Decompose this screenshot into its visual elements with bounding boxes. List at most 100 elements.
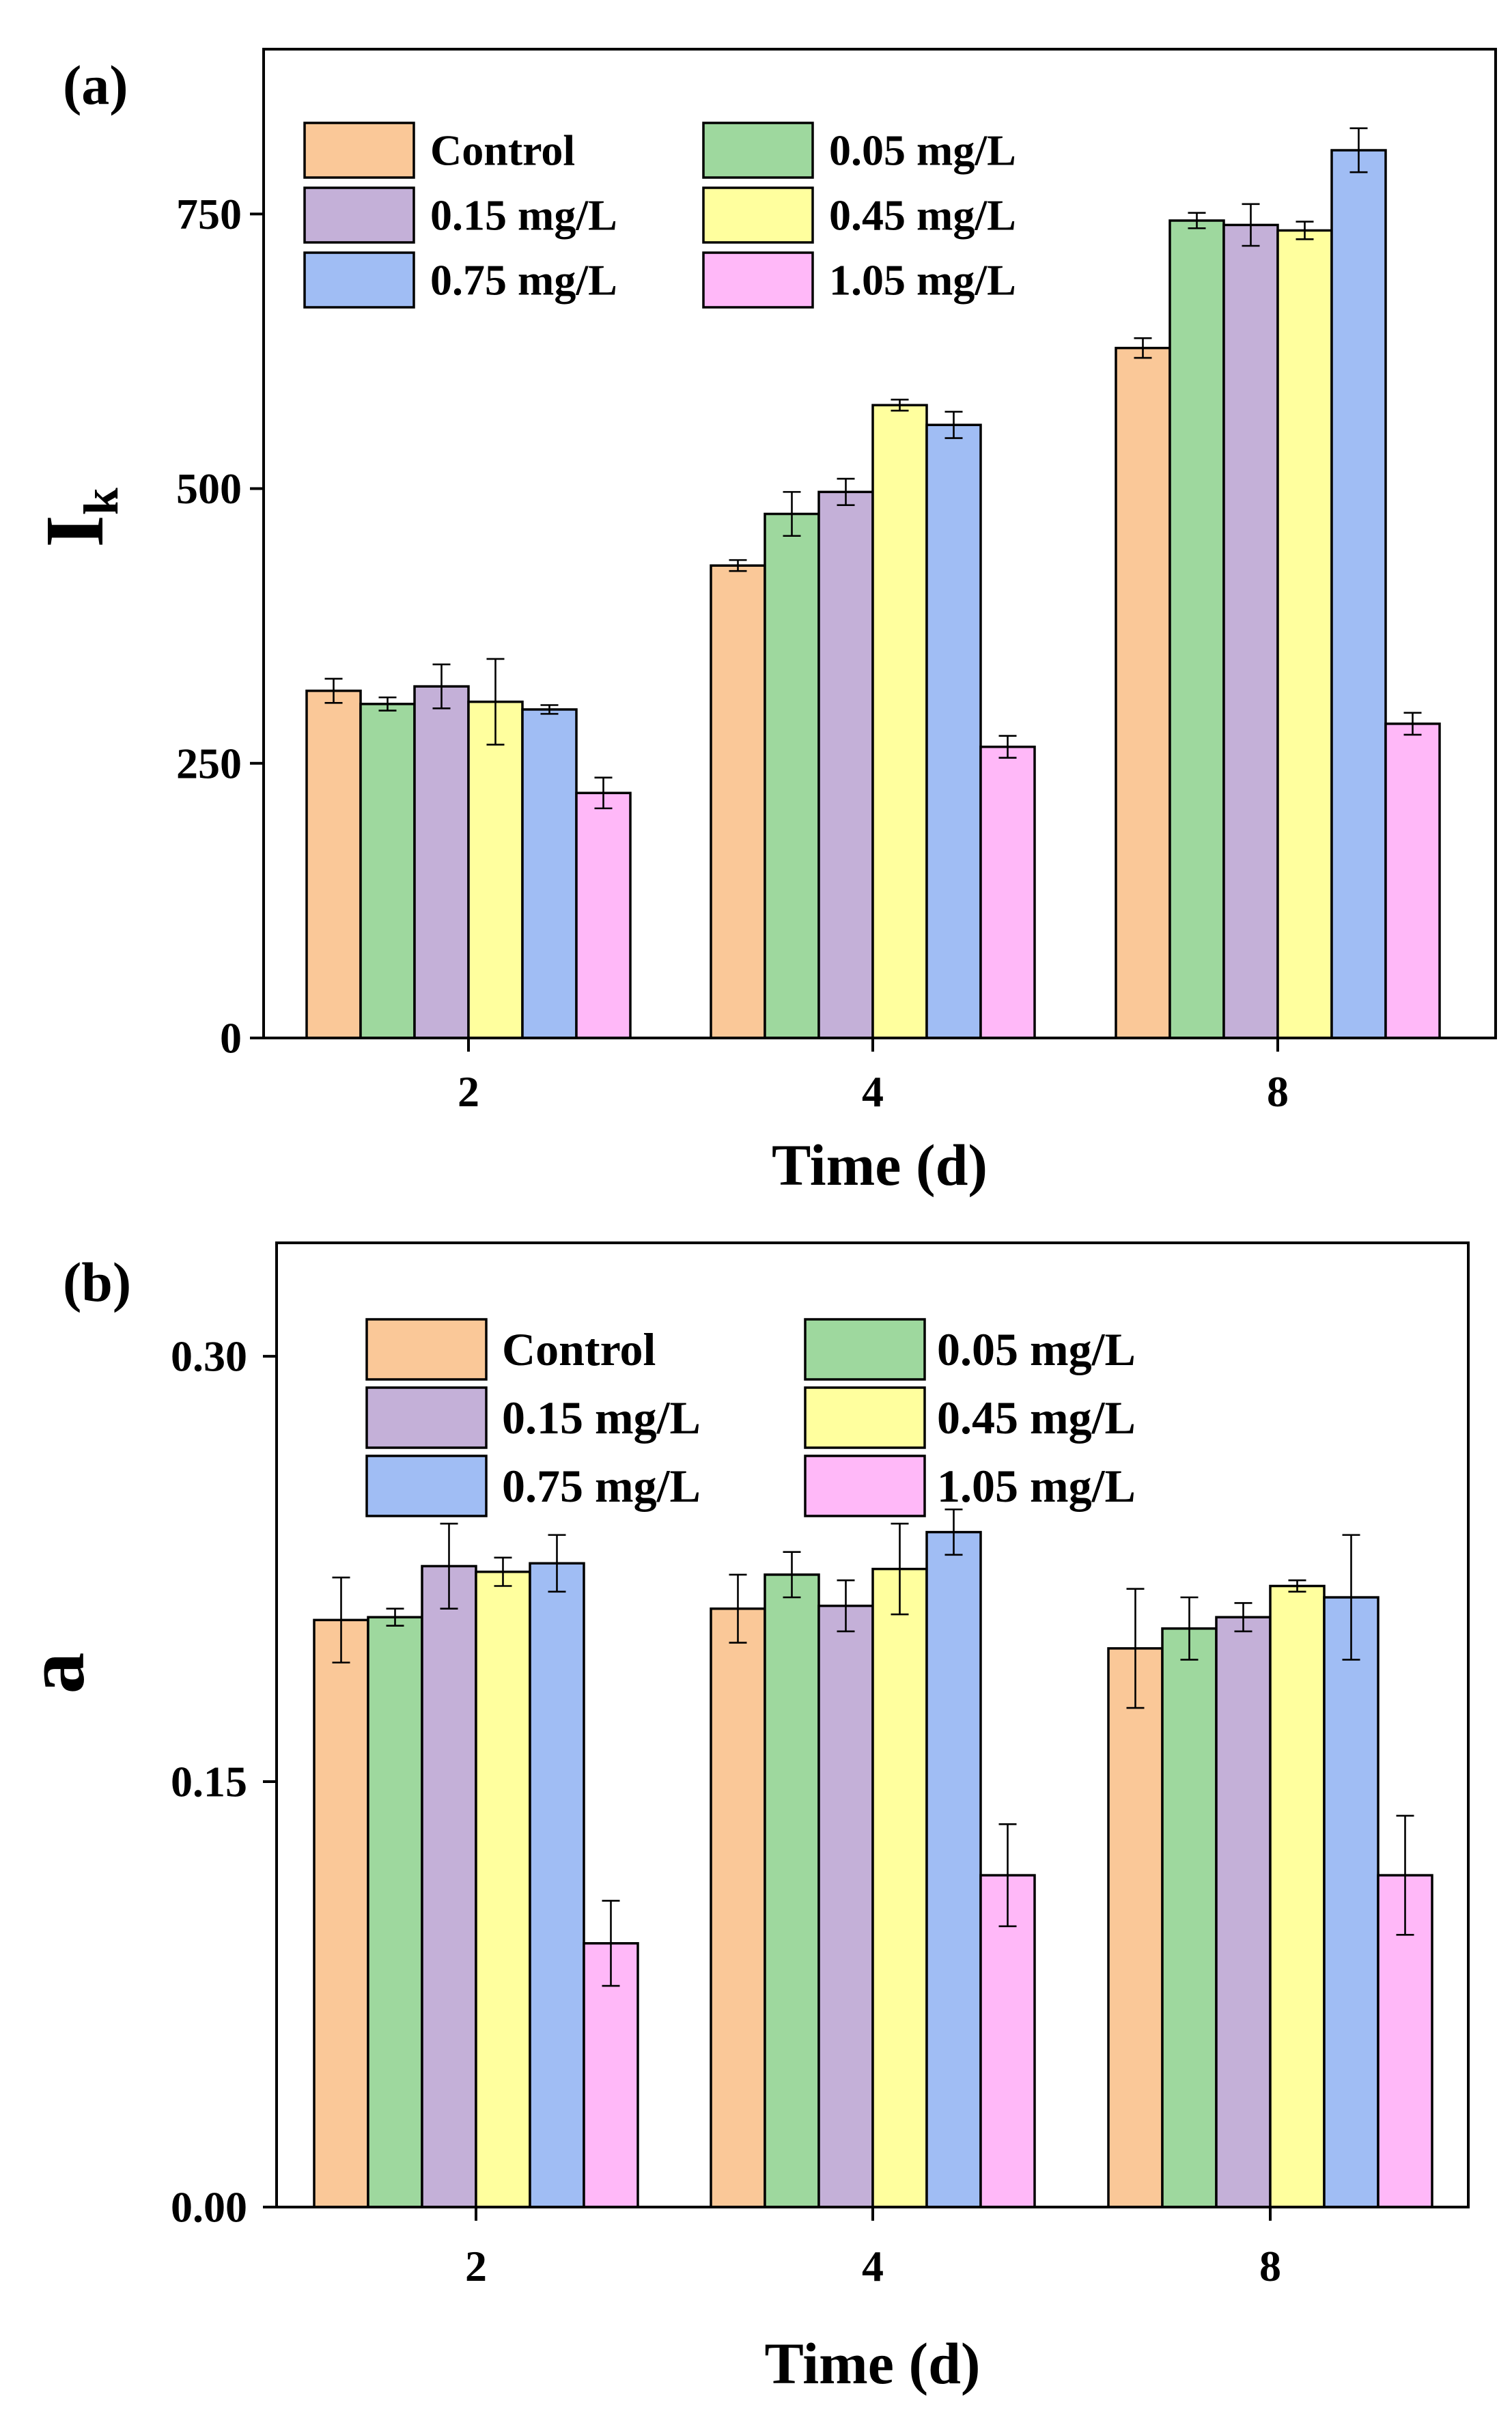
legend-swatch bbox=[365, 1455, 488, 1517]
bar-0-15-mg-l-day-4 bbox=[817, 490, 874, 1039]
error-bar bbox=[1403, 712, 1422, 736]
y-tick-label: 250 bbox=[176, 739, 242, 787]
legend-swatch bbox=[702, 251, 814, 309]
error-bar bbox=[494, 1556, 512, 1587]
bar-0-15-mg-l-day-2 bbox=[421, 1564, 477, 2208]
bar-1-05-mg-l-day-2 bbox=[575, 791, 632, 1039]
y-axis-label-subscript: k bbox=[74, 488, 128, 515]
error-bar bbox=[891, 1522, 909, 1616]
error-bar bbox=[602, 1900, 620, 1987]
bar-1-05-mg-l-day-4 bbox=[979, 1874, 1036, 2208]
error-bar bbox=[386, 1607, 404, 1627]
bar-0-15-mg-l-day-8 bbox=[1222, 223, 1279, 1039]
chart-panel-b: 0.00 0.15 0.30 2 4 8 Time (d) a (b) Control 0.05 m… bbox=[10, 1241, 1470, 2396]
x-tick-label: 4 bbox=[862, 1067, 884, 1116]
bar-0-75-mg-l-day-2 bbox=[529, 1562, 585, 2208]
bar-0-05-mg-l-day-4 bbox=[764, 1573, 820, 2208]
error-bar bbox=[1234, 1602, 1252, 1633]
legend-label: 0.05 mg/L bbox=[829, 126, 1016, 175]
chart-panel-a: 0 250 500 750 2 4 8 Time (d) Ik (a) Control 0.05 mg… bbox=[29, 48, 1497, 1198]
legend-item: 1.05 mg/L bbox=[804, 1455, 1136, 1517]
bar-0-75-mg-l-day-8 bbox=[1323, 1596, 1380, 2208]
legend-label: Control bbox=[430, 126, 575, 175]
bar-0-45-mg-l-day-4 bbox=[871, 404, 928, 1039]
bar-control-day-8 bbox=[1107, 1647, 1164, 2208]
legend-item: 0.05 mg/L bbox=[702, 122, 1016, 179]
bar-0-15-mg-l-day-2 bbox=[413, 685, 470, 1039]
panel-label: (a) bbox=[63, 54, 128, 116]
error-bar bbox=[783, 1551, 801, 1599]
y-tick-label: 500 bbox=[176, 464, 242, 513]
bar-0-05-mg-l-day-8 bbox=[1161, 1627, 1218, 2208]
legend-label: 1.05 mg/L bbox=[937, 1460, 1136, 1512]
error-bar bbox=[729, 1573, 747, 1644]
legend-item: Control bbox=[365, 1318, 656, 1381]
legend: Control 0.05 mg/L 0.15 mg/L 0.45 mg/L 0.75 m… bbox=[365, 1318, 1136, 1517]
bar-0-05-mg-l-day-4 bbox=[764, 512, 820, 1039]
y-tick-label: 0.00 bbox=[171, 2183, 247, 2232]
legend-label: Control bbox=[502, 1323, 656, 1375]
bar-1-05-mg-l-day-8 bbox=[1384, 722, 1441, 1039]
legend-item: Control bbox=[303, 122, 575, 179]
bar-0-75-mg-l-day-4 bbox=[925, 1530, 982, 2208]
y-axis-label: Ik bbox=[29, 488, 128, 548]
error-bar bbox=[729, 559, 747, 572]
x-axis-label: Time (d) bbox=[772, 1132, 988, 1198]
legend: Control 0.05 mg/L 0.15 mg/L 0.45 mg/L 0.75 m… bbox=[303, 122, 1016, 309]
legend-item: 0.45 mg/L bbox=[702, 186, 1016, 244]
legend-swatch bbox=[702, 186, 814, 244]
error-bar bbox=[378, 696, 397, 712]
error-bar bbox=[891, 398, 909, 412]
y-tick-label: 0.15 bbox=[171, 1758, 247, 1806]
legend-item: 0.75 mg/L bbox=[365, 1455, 701, 1517]
bar-0-15-mg-l-day-4 bbox=[817, 1604, 874, 2208]
bar-1-05-mg-l-day-2 bbox=[583, 1942, 639, 2208]
error-bar bbox=[1288, 1579, 1306, 1593]
legend-item: 1.05 mg/L bbox=[702, 251, 1016, 309]
y-tick-label: 0.30 bbox=[171, 1332, 247, 1381]
legend-label: 0.75 mg/L bbox=[430, 256, 617, 305]
legend-label: 0.45 mg/L bbox=[829, 191, 1016, 240]
legend-swatch bbox=[303, 186, 415, 244]
legend-item: 0.45 mg/L bbox=[804, 1386, 1136, 1449]
error-bar bbox=[1296, 221, 1314, 240]
legend-label: 0.15 mg/L bbox=[430, 191, 617, 240]
plot-frame bbox=[262, 48, 1497, 1039]
error-bar bbox=[594, 776, 613, 810]
legend-swatch bbox=[804, 1386, 926, 1449]
x-tick-label: 8 bbox=[1267, 1067, 1289, 1116]
bar-0-05-mg-l-day-8 bbox=[1168, 219, 1225, 1039]
x-tick-label: 2 bbox=[465, 2242, 487, 2290]
bar-0-05-mg-l-day-2 bbox=[367, 1616, 423, 2208]
legend-swatch bbox=[702, 122, 814, 179]
bar-control-day-4 bbox=[710, 564, 766, 1039]
legend-item: 0.15 mg/L bbox=[303, 186, 617, 244]
legend-item: 0.15 mg/L bbox=[365, 1386, 701, 1449]
bar-0-45-mg-l-day-4 bbox=[871, 1567, 928, 2208]
error-bar bbox=[432, 663, 451, 710]
legend-label: 0.45 mg/L bbox=[937, 1392, 1136, 1444]
error-bar bbox=[944, 410, 963, 439]
x-axis-label: Time (d) bbox=[764, 2331, 980, 2396]
error-bar bbox=[944, 1508, 963, 1556]
error-bar bbox=[486, 658, 505, 746]
x-tick-label: 4 bbox=[862, 2242, 884, 2290]
error-bar bbox=[1134, 337, 1152, 359]
bar-0-45-mg-l-day-8 bbox=[1276, 229, 1333, 1039]
error-bar bbox=[1126, 1588, 1145, 1709]
legend-swatch bbox=[303, 251, 415, 309]
panel-label: (b) bbox=[63, 1251, 131, 1313]
error-bar bbox=[783, 491, 801, 537]
bar-0-75-mg-l-day-4 bbox=[925, 423, 982, 1039]
bar-0-45-mg-l-day-8 bbox=[1269, 1584, 1326, 2208]
error-bar bbox=[837, 1579, 855, 1633]
legend-item: 0.75 mg/L bbox=[303, 251, 617, 309]
bar-0-15-mg-l-day-8 bbox=[1215, 1616, 1272, 2208]
bar-control-day-8 bbox=[1115, 346, 1171, 1039]
legend-swatch bbox=[365, 1318, 488, 1381]
error-bar bbox=[998, 1823, 1017, 1928]
bar-0-45-mg-l-day-2 bbox=[475, 1570, 531, 2208]
x-tick-label: 2 bbox=[458, 1067, 479, 1116]
error-bar bbox=[440, 1522, 458, 1610]
